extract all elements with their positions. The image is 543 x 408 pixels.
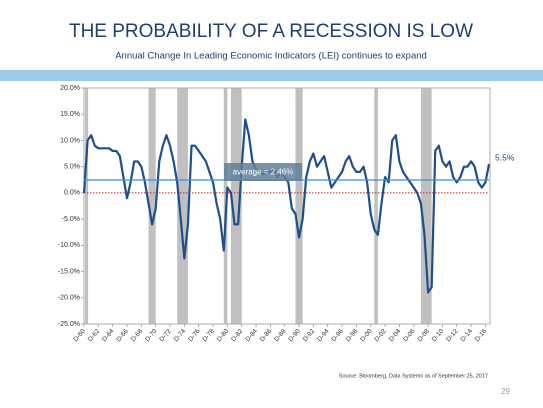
y-tick-label: -10.0%: [58, 242, 80, 249]
page-number: 29: [501, 387, 510, 396]
y-tick-label: -15.0%: [58, 268, 80, 275]
average-label: average = 2.46%: [233, 168, 294, 177]
shaded-band: [177, 88, 188, 324]
shaded-band: [295, 88, 303, 324]
y-tick-label: -20.0%: [58, 295, 80, 302]
shaded-band: [85, 88, 89, 324]
y-tick-label: 10.0%: [60, 137, 80, 144]
shaded-band: [230, 88, 242, 324]
y-tick-label: -5.0%: [62, 216, 80, 223]
y-tick-label: 0.0%: [64, 190, 80, 197]
shaded-band: [420, 88, 432, 324]
y-tick-label: 20.0%: [60, 85, 80, 92]
shaded-band: [148, 88, 156, 324]
value-label: 5.5%: [495, 152, 515, 162]
chart-subtitle: Annual Change In Leading Economic Indica…: [115, 51, 427, 62]
source-note: Source: Bloomberg, Data Systems as of Se…: [339, 373, 488, 379]
shaded-band: [374, 88, 378, 324]
plot-frame: [83, 87, 491, 325]
header-band: [0, 70, 543, 81]
average-label-box: [224, 163, 302, 181]
y-tick-label: -25.0%: [58, 321, 80, 328]
y-tick-label: 5.0%: [64, 164, 80, 171]
chart-title: THE PROBABILITY OF A RECESSION IS LOW: [69, 21, 473, 42]
y-tick-label: 15.0%: [60, 111, 80, 118]
